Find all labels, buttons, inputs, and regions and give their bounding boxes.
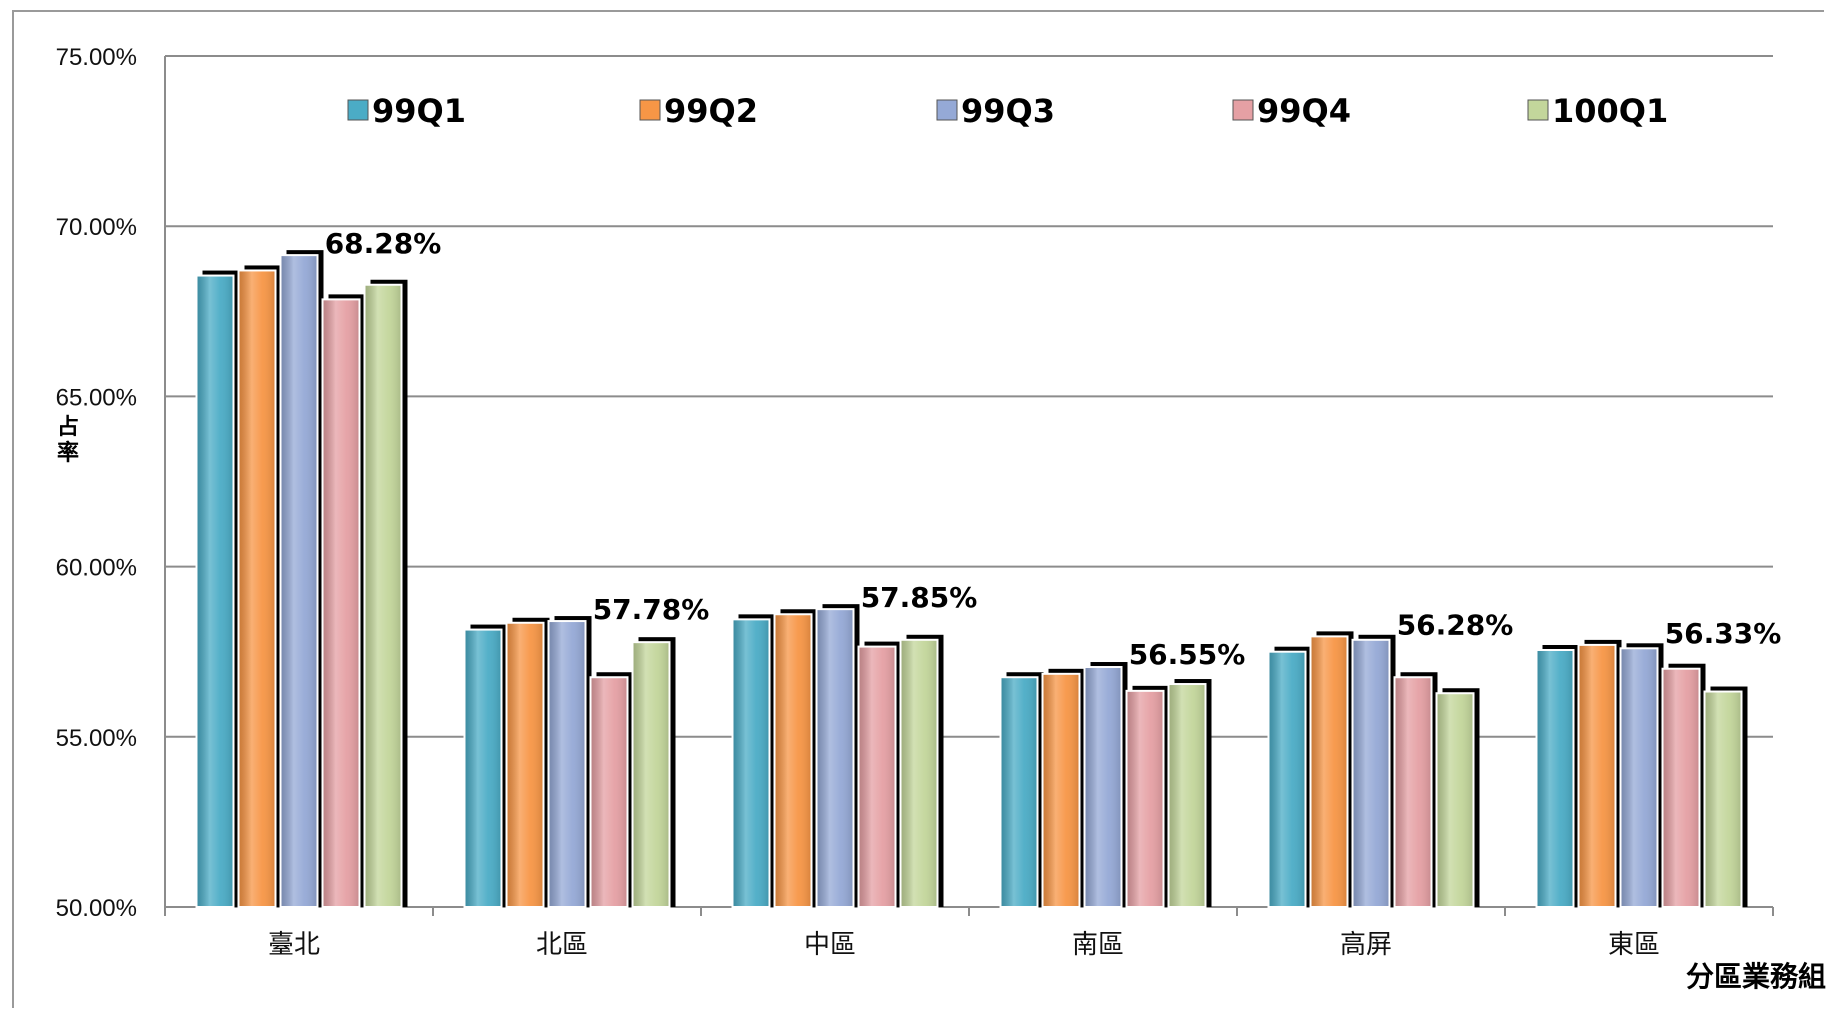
x-tick-label: 中區 [804,930,856,960]
legend-swatch [639,99,661,121]
x-axis-title: 分區業務組 [1686,960,1826,993]
bar-highlight [465,630,501,906]
bar-highlight [633,643,669,906]
bar-highlight [365,285,401,907]
data-label: 56.28% [1397,608,1514,641]
legend-swatch [1527,99,1549,121]
bar-highlight [1663,669,1699,906]
bar-highlight [1127,691,1163,906]
bar-highlight [1537,650,1573,906]
bar-highlight [1395,678,1431,906]
x-tick-label: 東區 [1608,930,1660,960]
legend-label: 99Q2 [664,92,758,130]
data-labels: 68.28% 57.78% 57.85% 56.55% 56.28% 56.33% [325,227,1782,671]
legend-swatch [936,99,958,121]
bar-highlight [197,276,233,907]
axes: 50.00% 55.00% 60.00% 65.00% 70.00% 75.00% 臺北 北區… [56,44,1774,960]
bars [195,250,1748,909]
bar-highlight [775,615,811,906]
chart-frame [12,10,1824,1008]
legend-label: 99Q1 [372,92,466,130]
y-tick-label: 60.00% [56,555,137,582]
y-tick-label: 65.00% [56,384,137,411]
data-label: 57.78% [593,593,710,626]
y-axis-title-1: 占 [57,415,79,440]
bar-highlight [1085,668,1121,906]
bar-highlight [549,622,585,906]
x-tick-label: 北區 [536,930,588,960]
gridlines [165,55,1773,738]
bar-highlight [239,271,275,906]
bar-highlight [1705,692,1741,906]
bar-highlight [1269,652,1305,906]
bar-highlight [1169,685,1205,906]
data-label: 56.33% [1665,617,1782,650]
y-axis-title-2: 率 [57,440,79,466]
bar-highlight [323,300,359,906]
data-label: 57.85% [861,581,978,614]
bar-highlight [1621,649,1657,906]
legend-swatch [347,99,369,121]
bar-highlight [1579,645,1615,906]
data-label: 56.55% [1129,638,1246,671]
bar-highlight [1043,674,1079,906]
legend-label: 99Q4 [1257,92,1351,130]
y-tick-label: 55.00% [56,725,137,752]
bar-highlight [507,623,543,906]
bar-highlight [733,620,769,906]
legend-swatch [1232,99,1254,121]
data-label: 68.28% [325,227,442,260]
bar-highlight [1001,678,1037,906]
x-tick-label: 高屏 [1340,930,1392,960]
bar-highlight [859,647,895,906]
x-tick-label: 臺北 [268,930,320,960]
bar-highlight [1353,640,1389,906]
y-tick-label: 70.00% [56,214,137,241]
bar-highlight [1437,694,1473,906]
bar-highlight [817,610,853,906]
x-tick-label: 南區 [1072,930,1124,960]
bar-highlight [281,256,317,906]
legend-label: 100Q1 [1552,92,1668,130]
legend: 99Q1 99Q2 99Q3 99Q4 100Q1 [347,92,1668,130]
bar-highlight [901,640,937,906]
y-tick-label: 75.00% [56,44,137,71]
bar-highlight [591,678,627,906]
bar-highlight [1311,637,1347,906]
y-tick-label: 50.00% [56,895,137,922]
legend-label: 99Q3 [961,92,1055,130]
